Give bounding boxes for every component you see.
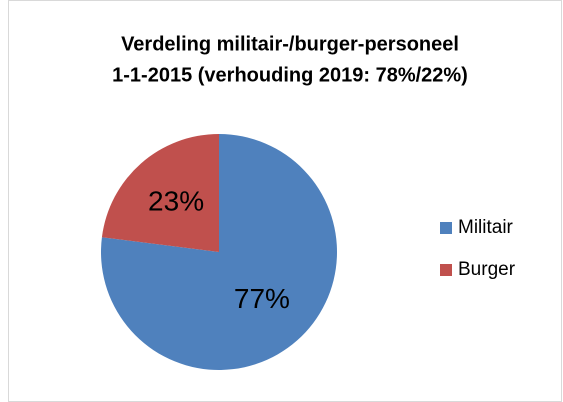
- legend-swatch: [440, 264, 452, 276]
- legend-label: Militair: [458, 217, 514, 238]
- value-label: 23%: [148, 186, 204, 217]
- chart-title: Verdeling militair-/burger-personeel: [121, 33, 459, 55]
- chart-title: 1-1-2015 (verhouding 2019: 78%/22%): [112, 64, 468, 86]
- legend-label: Burger: [458, 259, 516, 280]
- pie-slice: [101, 134, 219, 252]
- value-label: 77%: [234, 283, 290, 314]
- legend-swatch: [440, 222, 452, 234]
